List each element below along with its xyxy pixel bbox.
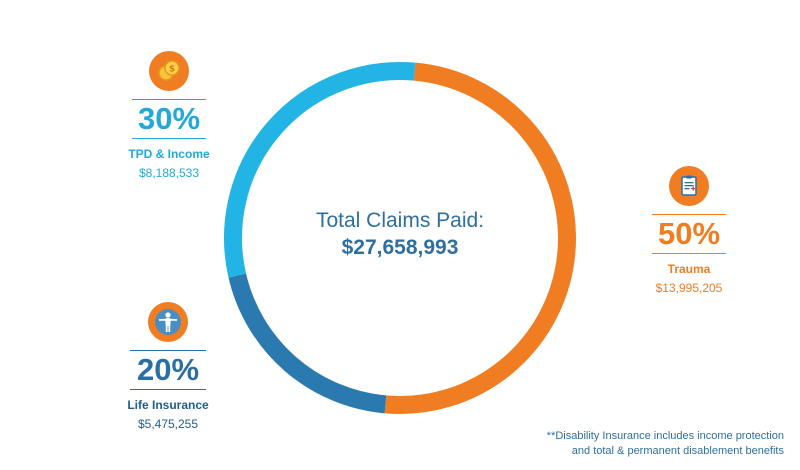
coins-icon: $ (149, 51, 189, 91)
life-amount: $5,475,255 (137, 417, 199, 431)
donut-slice-tpd-income (224, 62, 416, 278)
trauma-name: Trauma (667, 262, 711, 276)
divider (130, 389, 206, 390)
clipboard-icon (669, 166, 709, 206)
tpd-percent: 30% (137, 101, 201, 136)
tpd-name: TPD & Income (128, 147, 210, 161)
divider (132, 138, 206, 139)
callout-trauma: 50% Trauma $13,995,205 (652, 166, 726, 296)
svg-text:$: $ (169, 65, 175, 75)
life-name: Life Insurance (127, 398, 209, 412)
trauma-amount: $13,995,205 (655, 281, 723, 295)
divider (652, 253, 726, 254)
divider (130, 350, 206, 351)
callout-life-insurance: 20% Life Insurance $5,475,255 (127, 302, 209, 432)
footnote-line-2: and total & permanent disablement benefi… (571, 445, 784, 457)
donut-slice-life-insurance (228, 273, 387, 414)
trauma-percent: 50% (657, 216, 721, 251)
donut-slice-trauma (384, 62, 576, 414)
chart-center: Total Claims Paid: $27,658,993 (250, 208, 550, 262)
center-label: Total Claims Paid: (315, 209, 485, 232)
divider (652, 214, 726, 215)
footnote-line-1: **Disability Insurance includes income p… (546, 430, 784, 442)
callout-tpd-income: $ 30% TPD & Income $8,188,533 (128, 51, 210, 181)
tpd-amount: $8,188,533 (138, 166, 200, 180)
person-icon (148, 302, 188, 342)
footnote: **Disability Insurance includes income p… (547, 429, 784, 459)
center-value: $27,658,993 (341, 236, 459, 259)
life-percent: 20% (136, 352, 200, 387)
divider (132, 99, 206, 100)
